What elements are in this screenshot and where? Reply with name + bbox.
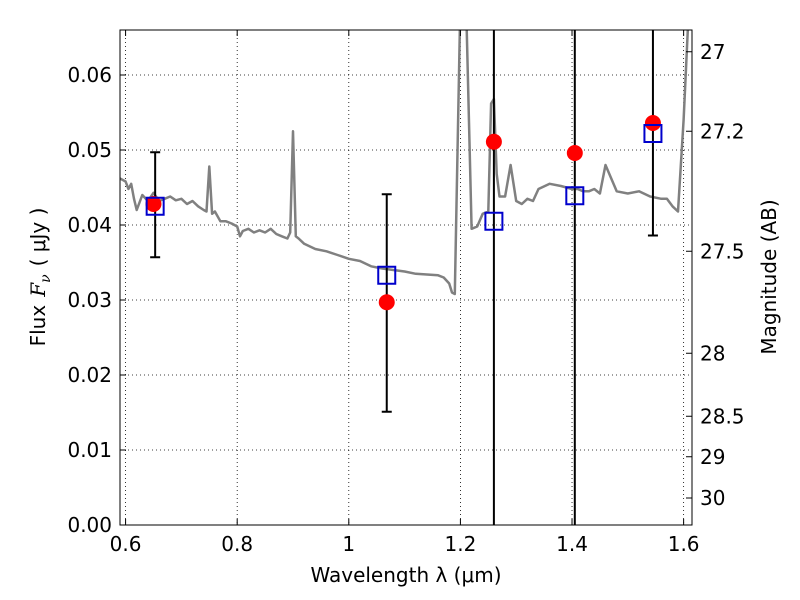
plot-frame [119,29,693,526]
y-axis-title: Flux Fν ( μJy ) [26,208,54,347]
y-tick-label: 0.06 [67,63,112,87]
y-axis-title-subscript: ν [38,274,54,283]
x-tick-label: 1 [342,532,355,556]
y2-tick-label: 27.2 [700,119,745,143]
y2-tick-label: 29 [700,445,725,469]
y2-axis-title: Magnitude (AB) [757,199,781,354]
y-axis-title-symbol: F [26,282,50,298]
x-tick-label: 0.8 [221,532,253,556]
model-photometry-points [145,124,663,285]
x-tick-label: 1.2 [445,532,477,556]
observed-point [566,145,583,161]
y-tick-label: 0.01 [67,438,112,462]
observed-point [485,133,502,150]
y2-tick-label: 28 [700,341,725,365]
model-photometry-point [484,211,504,231]
y-tick-label: 0.03 [67,288,112,312]
model-photometry-point [565,186,585,206]
observed-point [378,294,395,311]
x-axis-ticks: 0.6 0.8 1 1.2 1.4 1.6 [110,30,700,556]
x-axis-title: Wavelength λ (μm) [310,563,501,587]
y2-axis-ticks: 27 27.2 27.5 28 28.5 29 30 [686,40,745,510]
y-axis-title-text: Flux [26,305,50,347]
model-photometry-point [145,196,165,216]
observed-point [145,196,162,212]
observed-point [644,115,661,131]
error-bars [150,30,658,525]
model-photometry-point [377,265,397,285]
y2-tick-label: 30 [700,486,725,510]
observed-points [145,115,661,311]
model-photometry-point [643,124,663,143]
x-tick-label: 0.6 [110,532,142,556]
y2-tick-label: 28.5 [700,404,745,428]
y2-tick-label: 27.5 [700,239,745,263]
y-axis-ticks: 0.00 0.01 0.02 0.03 0.04 0.05 0.06 [67,63,126,537]
x-tick-label: 1.6 [668,532,700,556]
y-tick-label: 0.04 [67,213,112,237]
plot-area [120,30,692,525]
y-tick-label: 0.00 [67,513,112,537]
y-tick-label: 0.05 [67,138,112,162]
y-axis-title-unit: ( μJy ) [26,208,50,267]
y2-tick-label: 27 [700,40,725,64]
x-tick-label: 1.4 [556,532,588,556]
y-tick-label: 0.02 [67,363,112,387]
